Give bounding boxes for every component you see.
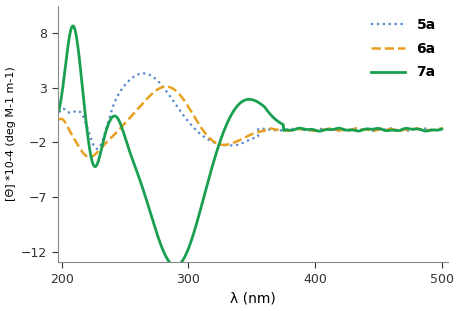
Y-axis label: [Θ] *10-4 (deg M-1 m-1): [Θ] *10-4 (deg M-1 m-1) bbox=[6, 67, 16, 202]
X-axis label: λ (nm): λ (nm) bbox=[230, 291, 275, 305]
Legend: 5a, 6a, 7a: 5a, 6a, 7a bbox=[364, 12, 440, 85]
